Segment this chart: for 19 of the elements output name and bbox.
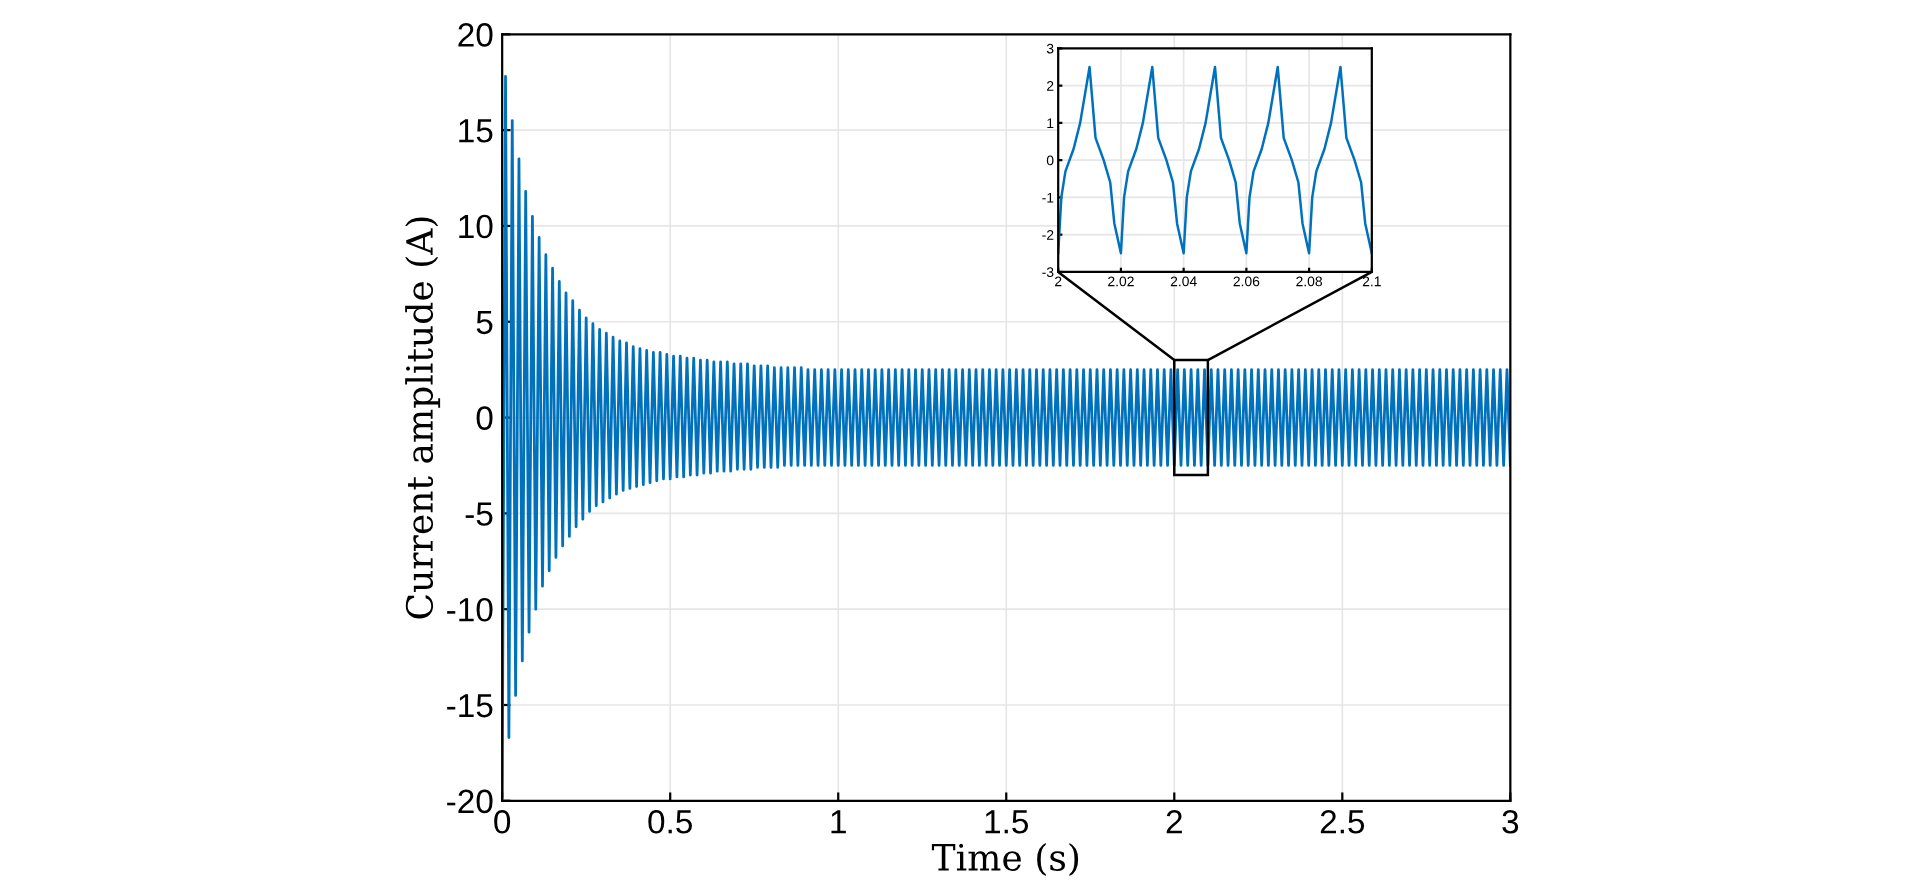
y-tick-label: -15 [447, 694, 493, 718]
x-axis-title: Time (s) [931, 842, 1079, 877]
line-series [1058, 65, 1372, 255]
x-tick-label: 2.5 [1320, 810, 1365, 834]
y-tick-label: 15 [459, 119, 493, 143]
x-tick-label: 0.5 [648, 810, 692, 834]
y-tick-label: -5 [465, 502, 493, 526]
x-tick-label: 0 [494, 810, 511, 834]
x-tick-label: 1 [831, 810, 846, 834]
y-tick-label: 10 [459, 214, 493, 239]
y-tick-label: 20 [458, 23, 493, 47]
x-tick-label: 2 [1166, 810, 1182, 834]
y-tick-label: 5 [476, 310, 493, 335]
x-tick-label: 3 [1502, 810, 1519, 834]
y-tick-label: -10 [447, 597, 493, 622]
y-tick-label: 0 [476, 406, 493, 430]
y-tick-label: -20 [447, 789, 493, 814]
x-tick-label: 1.5 [985, 810, 1029, 834]
y-axis-title: Current amplitude (A) [405, 217, 441, 619]
